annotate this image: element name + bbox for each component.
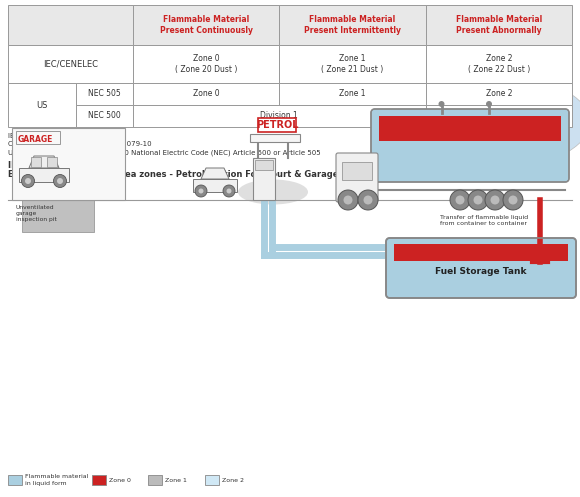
Bar (205, 475, 219, 485)
Text: Zone 0: Zone 0 (193, 89, 219, 98)
FancyBboxPatch shape (386, 238, 576, 298)
Circle shape (21, 174, 34, 187)
Bar (394, 244, 568, 261)
Text: Flammable Material
Present Continuously: Flammable Material Present Continuously (160, 14, 253, 35)
Bar (47, 157, 57, 167)
Bar (426, 45, 572, 83)
Bar (31, 157, 41, 167)
Circle shape (438, 101, 444, 107)
Circle shape (473, 195, 483, 204)
Bar (426, 5, 572, 45)
Bar (8, 5, 133, 45)
Circle shape (198, 188, 204, 193)
Bar (133, 83, 280, 105)
FancyBboxPatch shape (22, 200, 94, 232)
Text: US: US (37, 100, 48, 109)
Text: US classification per ANSI/NFPA 70 National Electric Code (NEC) Article 500 or A: US classification per ANSI/NFPA 70 Natio… (8, 149, 321, 156)
Bar (426, 105, 572, 127)
Text: Example of hazardous area zones - Petrol Station Forecourt & Garage: Example of hazardous area zones - Petrol… (8, 170, 339, 179)
Bar (148, 475, 162, 485)
Polygon shape (201, 168, 229, 179)
Bar (8, 475, 22, 485)
Text: Division 1: Division 1 (260, 111, 298, 120)
Circle shape (57, 178, 63, 184)
Bar (379, 116, 561, 141)
Text: IEC / CENELEC: IEC / CENELEC (8, 161, 74, 170)
Text: Zone 2: Zone 2 (485, 89, 512, 98)
Bar (16, 131, 60, 144)
Text: Zone 2
( Zone 22 Dust ): Zone 2 ( Zone 22 Dust ) (467, 54, 530, 75)
Bar (8, 83, 76, 127)
Bar (92, 475, 106, 485)
Bar (76, 83, 133, 105)
Text: GARAGE: GARAGE (18, 135, 53, 144)
Bar (280, 45, 426, 83)
Text: Fuel Storage Tank: Fuel Storage Tank (435, 267, 527, 276)
Circle shape (223, 185, 235, 197)
Circle shape (455, 195, 465, 204)
Circle shape (364, 195, 372, 204)
Text: Flammable material
in liquid form: Flammable material in liquid form (25, 475, 88, 486)
Bar (255, 160, 273, 170)
Bar (426, 83, 572, 105)
Bar (280, 83, 426, 105)
Text: Zone 1
( Zone 21 Dust ): Zone 1 ( Zone 21 Dust ) (321, 54, 383, 75)
Text: Flammable Material
Present Intermittently: Flammable Material Present Intermittentl… (304, 14, 401, 35)
Text: Unventilated
garage
inspection pit: Unventilated garage inspection pit (16, 205, 57, 222)
Circle shape (509, 195, 517, 204)
Text: IEC/CENELEC: IEC/CENELEC (43, 60, 98, 69)
Ellipse shape (390, 75, 580, 169)
Text: Transfer of flammable liquid
from container to container: Transfer of flammable liquid from contai… (440, 215, 528, 226)
Bar (133, 45, 280, 83)
Text: Zone 0
( Zone 20 Dust ): Zone 0 ( Zone 20 Dust ) (175, 54, 237, 75)
Text: PETROL: PETROL (256, 120, 298, 130)
Text: NEC 500: NEC 500 (88, 111, 121, 120)
FancyBboxPatch shape (336, 153, 378, 202)
Circle shape (25, 178, 31, 184)
Bar (12, 128, 125, 200)
Circle shape (485, 190, 505, 210)
Circle shape (491, 195, 499, 204)
Text: Zone 1: Zone 1 (339, 89, 366, 98)
Text: Division 2: Division 2 (480, 111, 518, 120)
Circle shape (53, 174, 67, 187)
Text: IEC classification per IEC 79-10: IEC classification per IEC 79-10 (8, 133, 117, 139)
Circle shape (468, 190, 488, 210)
Circle shape (227, 188, 231, 193)
Circle shape (358, 190, 378, 210)
Text: Zone 0: Zone 0 (109, 478, 131, 483)
Bar (19, 168, 69, 182)
Circle shape (486, 101, 492, 107)
Text: Zone 1: Zone 1 (165, 478, 187, 483)
Ellipse shape (238, 179, 308, 204)
Bar (250, 134, 300, 142)
Text: Zone 2: Zone 2 (222, 478, 244, 483)
Bar (253, 158, 275, 200)
Text: Flammable Material
Present Abnormally: Flammable Material Present Abnormally (456, 14, 542, 35)
Bar (8, 45, 133, 83)
Bar (280, 5, 426, 45)
Circle shape (338, 190, 358, 210)
Bar (133, 105, 426, 127)
Circle shape (195, 185, 207, 197)
Text: NEC 505: NEC 505 (88, 89, 121, 98)
Circle shape (503, 190, 523, 210)
Circle shape (343, 195, 353, 204)
Bar (133, 5, 280, 45)
FancyBboxPatch shape (371, 109, 569, 182)
Text: CENELEC classification per EN 60 079-10: CENELEC classification per EN 60 079-10 (8, 141, 151, 147)
Bar (76, 105, 133, 127)
Polygon shape (29, 156, 59, 168)
Circle shape (450, 190, 470, 210)
Bar (258, 118, 296, 132)
Bar (193, 179, 237, 192)
Bar (342, 162, 372, 180)
